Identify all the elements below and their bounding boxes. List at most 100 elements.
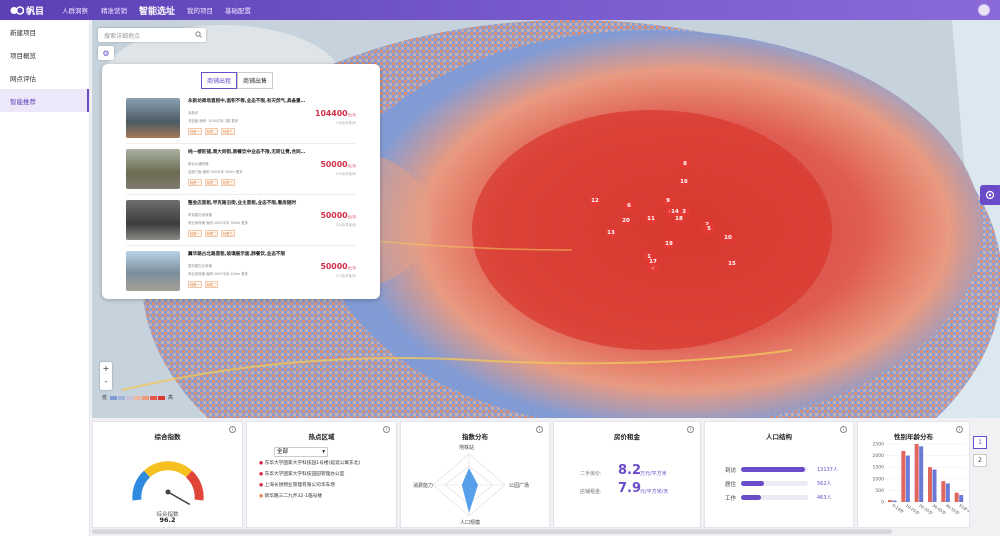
nav-basic-config[interactable]: 基础配置 bbox=[225, 7, 252, 15]
y-tick-label: 1500 bbox=[873, 465, 885, 471]
listing-tags: 标签一 标签二 标签三 bbox=[188, 230, 235, 237]
bar bbox=[888, 500, 892, 502]
listing-tag: 标签三 bbox=[221, 179, 235, 186]
shop-rent-value: 7.9 bbox=[618, 481, 642, 496]
site-marker[interactable]: 17 bbox=[648, 258, 658, 269]
listing-details: 非自营 面积: 1000平米 2楼 更多 bbox=[188, 119, 239, 123]
listing-tag: 标签二 bbox=[204, 179, 219, 186]
site-marker[interactable]: 20 bbox=[621, 217, 631, 228]
listing-tabs: 商铺出租 商铺出售 bbox=[201, 72, 274, 89]
site-marker[interactable]: 11 bbox=[646, 215, 656, 226]
tab-rent[interactable]: 商铺出租 bbox=[201, 72, 238, 89]
legend-high-label: 高 bbox=[168, 395, 174, 401]
site-marker[interactable]: 6 bbox=[624, 202, 634, 213]
listing-tags: 标签一 标签二 bbox=[188, 281, 219, 288]
info-icon[interactable]: i bbox=[687, 426, 694, 433]
info-icon[interactable]: i bbox=[383, 426, 390, 433]
zoom-in-button[interactable]: + bbox=[102, 364, 110, 373]
horizontal-scrollbar[interactable] bbox=[92, 529, 892, 534]
site-marker[interactable]: 12 bbox=[590, 197, 600, 208]
y-tick-label: 2000 bbox=[873, 453, 885, 459]
info-icon[interactable]: i bbox=[536, 426, 543, 433]
panel-index-distribution: 指数分布 i 地铁站 公园广场 人口规模 消费能力 bbox=[400, 421, 550, 528]
site-marker[interactable]: 10 bbox=[723, 234, 733, 245]
list-item[interactable]: ● 上海长悦物业管理有限公司华车场 bbox=[259, 483, 335, 488]
listing-location: 新北大通商铺 bbox=[188, 162, 209, 166]
y-tick-label: 500 bbox=[875, 488, 884, 494]
search-placeholder: 搜索详细地点 bbox=[104, 32, 141, 40]
radar-axis-label: 人口规模 bbox=[460, 520, 481, 526]
panel-gender-age: 性别年龄分布 i 0 500 1000 1500 2000 2500 0-18岁 19-25岁… bbox=[857, 421, 971, 528]
page-button-1[interactable]: 1 bbox=[973, 436, 987, 449]
page-button-2[interactable]: 2 bbox=[973, 454, 987, 467]
listing-item[interactable]: 永新坊商场直租中,面积不等,业态不限,有天然气,具备重… 永新坊 非自营 面积:… bbox=[126, 96, 356, 144]
house-price-value: 8.2 bbox=[618, 463, 642, 478]
logo[interactable]: 帆目 bbox=[10, 4, 62, 17]
listing-tag: 标签一 bbox=[188, 128, 202, 135]
map-settings-button[interactable] bbox=[980, 185, 1000, 205]
info-icon[interactable]: i bbox=[956, 426, 963, 433]
info-icon[interactable]: i bbox=[229, 426, 236, 433]
sidebar-item-recommendation[interactable]: 智能推荐 bbox=[0, 89, 89, 112]
site-marker[interactable]: 19 bbox=[664, 240, 674, 251]
logo-text: 帆目 bbox=[26, 6, 45, 17]
sidebar-item-overview[interactable]: 项目概览 bbox=[10, 51, 36, 60]
listing-tag: 标签二 bbox=[204, 128, 219, 135]
listing-unit-price: 3.7元/平米/天 bbox=[336, 274, 356, 278]
list-item[interactable]: ● 新华路三二九弄32-1临号楼 bbox=[259, 494, 323, 499]
listing-price: 50000元/月 bbox=[320, 160, 356, 169]
sidebar-item-evaluation[interactable]: 网点评估 bbox=[10, 74, 36, 83]
filter-button[interactable]: ⚙ bbox=[98, 46, 114, 60]
listing-location: 永新坊 bbox=[188, 111, 199, 115]
x-tick-label: 36-45岁 bbox=[931, 502, 947, 516]
heatmap-map[interactable]: 搜索详细地点 ⚙ 商铺出租 商铺出售 永新坊商场直租中,面积不等,业态不限,有天… bbox=[92, 20, 1000, 418]
bar bbox=[914, 444, 919, 502]
site-marker[interactable]: 13 bbox=[606, 229, 616, 240]
info-icon[interactable]: i bbox=[840, 426, 847, 433]
zoom-control: + - bbox=[100, 362, 112, 390]
site-marker[interactable]: 15 bbox=[727, 260, 737, 271]
shop-rent-unit: 元/平方米/天 bbox=[640, 489, 669, 495]
search-icon[interactable] bbox=[195, 31, 202, 38]
listing-item[interactable]: 翼华路古北路直租,玻璃展示面,肺餐饮,业态不限 翼华路古北商铺 商业街商铺 面积… bbox=[126, 249, 356, 297]
listing-photo bbox=[126, 251, 180, 291]
sidebar-item-new-project[interactable]: 新建项目 bbox=[10, 28, 36, 37]
legend-low-label: 低 bbox=[102, 395, 108, 401]
list-item[interactable]: ● 东华大学国家大学科技园园管理办公室 bbox=[259, 472, 345, 477]
tab-sale[interactable]: 商铺出售 bbox=[237, 72, 274, 89]
listing-photo bbox=[126, 98, 180, 138]
list-item[interactable]: ● 东华大学国家大学科技园1号楼(延谐公寓东北) bbox=[259, 461, 361, 466]
nav-smart-site-selection[interactable]: 智能选址 bbox=[139, 6, 176, 17]
search-input[interactable]: 搜索详细地点 bbox=[98, 28, 206, 42]
population-rows: 到访 13137人 居住 562人 工作 463人 bbox=[725, 466, 850, 508]
gauge-label: 综合指数 bbox=[156, 512, 179, 518]
nav-my-projects[interactable]: 我的项目 bbox=[187, 7, 214, 15]
listing-photo bbox=[126, 200, 180, 240]
site-marker[interactable]: 8 bbox=[680, 160, 690, 171]
panel-hotspot: 热点区域 i 全部 ▾ ● 东华大学国家大学科技园1号楼(延谐公寓东北) ● 东华… bbox=[246, 421, 397, 528]
avatar[interactable] bbox=[978, 4, 990, 16]
listing-unit-price: 1.6元/平米/天 bbox=[336, 121, 356, 125]
area-select[interactable]: 全部 ▾ bbox=[274, 447, 328, 457]
site-marker[interactable]: 18 bbox=[674, 215, 684, 226]
listing-tag: 标签一 bbox=[188, 230, 202, 237]
bar bbox=[928, 467, 932, 502]
gauge-value: 96.2 bbox=[159, 516, 176, 524]
listing-title: 永新坊商场直租中,面积不等,业态不限,有天然气,具备重… bbox=[188, 99, 306, 104]
panel-composite-index: 综合指数 i 综合指数 96.2 bbox=[92, 421, 243, 528]
site-marker[interactable]: 5 bbox=[704, 225, 714, 236]
site-marker[interactable]: 16 bbox=[679, 178, 689, 189]
nav-crowd-insight[interactable]: 人群洞察 bbox=[62, 7, 88, 15]
listing-item[interactable]: 整金店直租,甲克路沿街,业主直租,业态不限,看房随时 甲克路沿街商铺 商业街商铺… bbox=[126, 198, 356, 246]
bar bbox=[905, 455, 910, 502]
panel-population: 人口结构 i 到访 13137人 居住 562人 工作 463人 bbox=[704, 421, 854, 528]
zoom-out-button[interactable]: - bbox=[104, 377, 108, 386]
house-price-unit: 万元/平方米 bbox=[640, 471, 667, 477]
site-marker[interactable]: 9 bbox=[663, 197, 673, 208]
listing-item[interactable]: 纯一楼旺铺,周大同街,肺餐饮中业态不限,无转让费,合同… 新北大通商铺 店面门面… bbox=[126, 147, 356, 195]
listing-unit-price: 2.0元/平米/天 bbox=[336, 223, 356, 227]
listing-tag: 标签一 bbox=[188, 179, 202, 186]
listing-tag: 标签二 bbox=[204, 230, 219, 237]
listing-price: 104400元/月 bbox=[315, 109, 356, 118]
nav-precision-marketing[interactable]: 精准营销 bbox=[101, 7, 127, 15]
